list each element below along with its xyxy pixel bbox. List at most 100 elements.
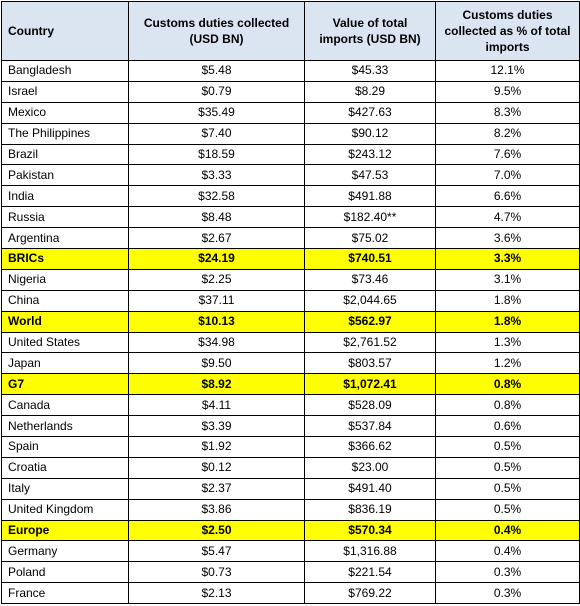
total-imports-cell: $570.34: [304, 519, 436, 542]
customs-duties-cell: $2.67: [128, 227, 305, 250]
country-cell: G7: [1, 373, 129, 396]
duties-percent-cell: 9.5%: [435, 80, 580, 103]
customs-duties-cell: $2.13: [128, 582, 305, 605]
total-imports-cell: $2,761.52: [304, 331, 436, 354]
table-row: Argentina $2.67 $75.02 3.6%: [1, 227, 580, 250]
total-imports-cell: $45.33: [304, 60, 436, 82]
customs-duties-cell: $24.19: [128, 248, 305, 270]
table-header: Country Customs duties collected (USD BN…: [1, 1, 580, 61]
duties-percent-cell: 0.4%: [435, 519, 580, 542]
duties-percent-cell: 1.8%: [435, 310, 580, 333]
customs-duties-cell: $3.33: [128, 164, 305, 187]
country-cell: Israel: [1, 80, 129, 103]
total-imports-cell: $1,316.88: [304, 540, 436, 563]
total-imports-cell: $562.97: [304, 310, 436, 333]
table-row: China $37.11 $2,044.65 1.8%: [1, 289, 580, 312]
duties-percent-cell: 0.4%: [435, 540, 580, 563]
table-row: Japan $9.50 $803.57 1.2%: [1, 352, 580, 375]
table-row: Croatia $0.12 $23.00 0.5%: [1, 456, 580, 479]
country-cell: Poland: [1, 561, 129, 584]
country-cell: Mexico: [1, 101, 129, 124]
table-row: BRICs $24.19 $740.51 3.3%: [1, 248, 580, 270]
duties-percent-cell: 0.3%: [435, 561, 580, 584]
total-imports-cell: $23.00: [304, 456, 436, 479]
customs-duties-cell: $2.37: [128, 477, 305, 500]
customs-duties-cell: $7.40: [128, 122, 305, 145]
duties-percent-cell: 0.5%: [435, 498, 580, 521]
table-row: Poland $0.73 $221.54 0.3%: [1, 561, 580, 584]
customs-duties-cell: $0.73: [128, 561, 305, 584]
total-imports-cell: $182.40**: [304, 206, 436, 229]
total-imports-cell: $243.12: [304, 143, 436, 166]
total-imports-cell: $75.02: [304, 227, 436, 250]
customs-duties-cell: $2.50: [128, 519, 305, 542]
table-row: Netherlands $3.39 $537.84 0.6%: [1, 415, 580, 438]
table-row: Nigeria $2.25 $73.46 3.1%: [1, 268, 580, 291]
duties-percent-cell: 3.1%: [435, 268, 580, 291]
duties-percent-cell: 12.1%: [435, 60, 580, 82]
country-cell: Germany: [1, 540, 129, 563]
country-cell: India: [1, 185, 129, 208]
country-cell: Brazil: [1, 143, 129, 166]
header-row: Country Customs duties collected (USD BN…: [1, 1, 580, 61]
total-imports-cell: $47.53: [304, 164, 436, 187]
table-row: France $2.13 $769.22 0.3%: [1, 582, 580, 605]
country-cell: United Kingdom: [1, 498, 129, 521]
country-cell: The Philippines: [1, 122, 129, 145]
customs-duties-cell: $8.48: [128, 206, 305, 229]
customs-duties-cell: $8.92: [128, 373, 305, 396]
table-row: United States $34.98 $2,761.52 1.3%: [1, 331, 580, 354]
country-cell: Argentina: [1, 227, 129, 250]
customs-duties-cell: $5.48: [128, 60, 305, 82]
header-total-imports: Value of total imports (USD BN): [304, 1, 436, 61]
country-cell: Canada: [1, 394, 129, 417]
duties-percent-cell: 0.6%: [435, 415, 580, 438]
customs-duties-cell: $37.11: [128, 289, 305, 312]
total-imports-cell: $528.09: [304, 394, 436, 417]
duties-percent-cell: 6.6%: [435, 185, 580, 208]
total-imports-cell: $427.63: [304, 101, 436, 124]
header-customs-duties: Customs duties collected (USD BN): [128, 1, 305, 61]
table-row: Spain $1.92 $366.62 0.5%: [1, 436, 580, 458]
duties-percent-cell: 0.5%: [435, 436, 580, 458]
customs-duties-cell: $34.98: [128, 331, 305, 354]
country-cell: United States: [1, 331, 129, 354]
country-cell: Japan: [1, 352, 129, 375]
table-row: Bangladesh $5.48 $45.33 12.1%: [1, 60, 580, 82]
customs-duties-cell: $4.11: [128, 394, 305, 417]
duties-percent-cell: 0.5%: [435, 456, 580, 479]
total-imports-cell: $836.19: [304, 498, 436, 521]
customs-duties-cell: $3.39: [128, 415, 305, 438]
country-cell: Croatia: [1, 456, 129, 479]
total-imports-cell: $491.40: [304, 477, 436, 500]
total-imports-cell: $221.54: [304, 561, 436, 584]
duties-percent-cell: 0.8%: [435, 373, 580, 396]
total-imports-cell: $73.46: [304, 268, 436, 291]
country-cell: Russia: [1, 206, 129, 229]
total-imports-cell: $2,044.65: [304, 289, 436, 312]
customs-duties-cell: $35.49: [128, 101, 305, 124]
table-row: World $10.13 $562.97 1.8%: [1, 310, 580, 333]
duties-percent-cell: 1.2%: [435, 352, 580, 375]
table-row: Italy $2.37 $491.40 0.5%: [1, 477, 580, 500]
total-imports-cell: $1,072.41: [304, 373, 436, 396]
country-cell: Pakistan: [1, 164, 129, 187]
table-row: Europe $2.50 $570.34 0.4%: [1, 519, 580, 542]
total-imports-cell: $491.88: [304, 185, 436, 208]
table-row: Germany $5.47 $1,316.88 0.4%: [1, 540, 580, 563]
customs-duties-cell: $0.79: [128, 80, 305, 103]
duties-percent-cell: 1.8%: [435, 289, 580, 312]
customs-duties-cell: $18.59: [128, 143, 305, 166]
duties-percent-cell: 7.0%: [435, 164, 580, 187]
total-imports-cell: $740.51: [304, 248, 436, 270]
total-imports-cell: $769.22: [304, 582, 436, 605]
table-row: Canada $4.11 $528.09 0.8%: [1, 394, 580, 417]
table-row: Brazil $18.59 $243.12 7.6%: [1, 143, 580, 166]
duties-percent-cell: 1.3%: [435, 331, 580, 354]
table-row: The Philippines $7.40 $90.12 8.2%: [1, 122, 580, 145]
customs-duties-cell: $3.86: [128, 498, 305, 521]
customs-duties-cell: $9.50: [128, 352, 305, 375]
customs-duties-cell: $32.58: [128, 185, 305, 208]
duties-percent-cell: 8.3%: [435, 101, 580, 124]
duties-percent-cell: 0.8%: [435, 394, 580, 417]
